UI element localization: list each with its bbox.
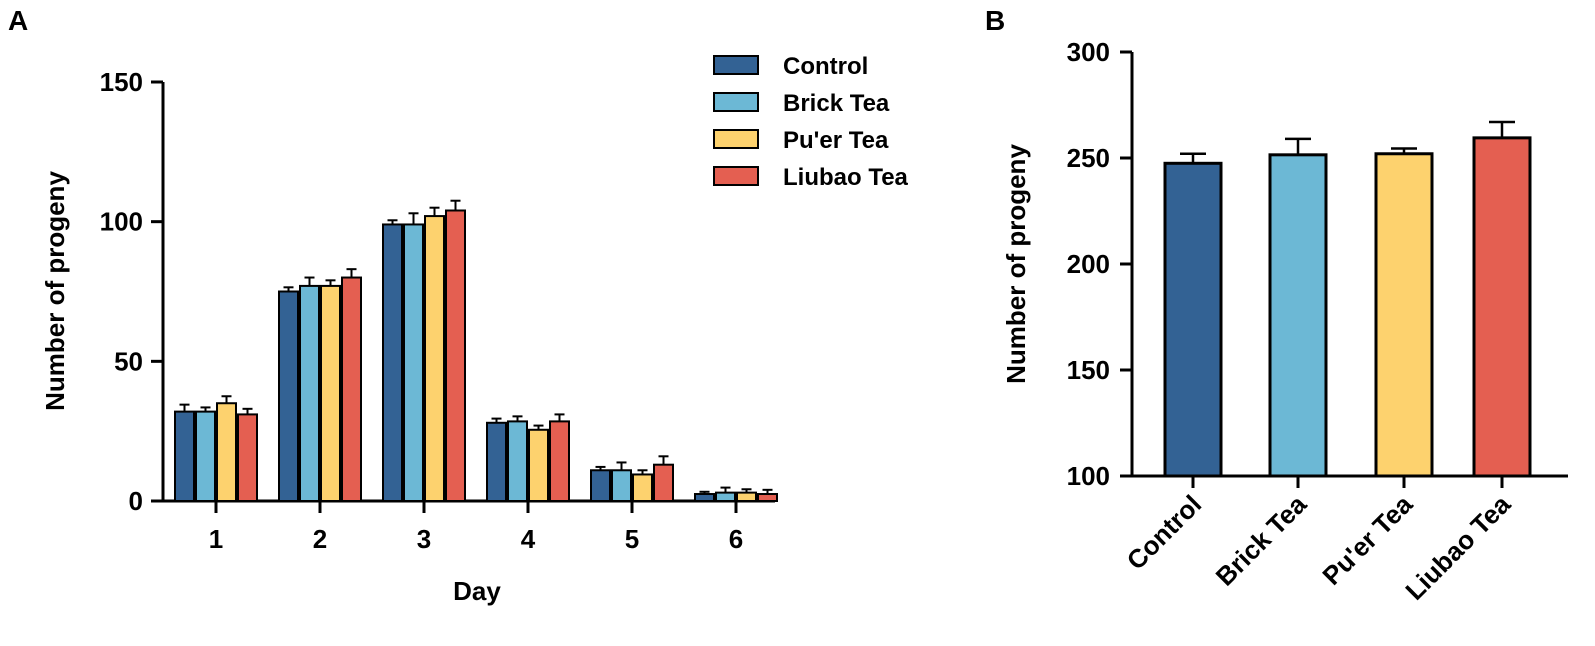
bar xyxy=(299,284,320,502)
panel-label-b: B xyxy=(985,5,1005,36)
x-tick-label: 5 xyxy=(625,524,639,554)
bar xyxy=(1472,136,1532,478)
y-axis-title: Number of progeny xyxy=(1001,144,1031,384)
bar xyxy=(590,469,611,503)
y-tick-label: 150 xyxy=(100,67,143,97)
bar xyxy=(237,413,258,503)
bar xyxy=(445,209,466,502)
legend-swatch xyxy=(713,166,759,186)
bar xyxy=(757,493,778,502)
bar xyxy=(653,463,674,503)
bar xyxy=(278,290,299,502)
bar xyxy=(632,473,653,503)
y-axis-title: Number of progeny xyxy=(40,171,70,411)
bar xyxy=(320,284,341,502)
legend-swatch xyxy=(713,92,759,112)
bar xyxy=(715,491,736,502)
legend-swatch xyxy=(713,129,759,149)
legend-label: Liubao Tea xyxy=(783,164,909,191)
x-axis-title: Day xyxy=(453,576,501,606)
bar xyxy=(216,402,237,503)
y-tick-label: 250 xyxy=(1067,143,1110,173)
bar xyxy=(694,493,715,502)
bar xyxy=(1163,161,1223,478)
bar xyxy=(1374,152,1434,478)
y-tick-label: 150 xyxy=(1067,355,1110,385)
bar xyxy=(195,410,216,503)
legend-swatch xyxy=(713,55,759,75)
bar xyxy=(382,223,403,503)
y-tick-label: 100 xyxy=(100,207,143,237)
x-tick-label: 6 xyxy=(729,524,743,554)
chart-a: 0 50 100 150 1 2 3 4 5 6 Day Number of progeny Contr… xyxy=(40,53,909,606)
bar xyxy=(507,420,528,503)
y-tick-label: 300 xyxy=(1067,37,1110,67)
x-tick-label: 2 xyxy=(313,524,327,554)
bar xyxy=(486,421,507,502)
y-tick-label: 0 xyxy=(129,486,143,516)
legend-label: Brick Tea xyxy=(783,90,890,117)
panel-label-a: A xyxy=(8,5,28,36)
bar xyxy=(174,410,195,503)
x-tick-label: Pu'er Tea xyxy=(1316,489,1418,591)
bar xyxy=(611,469,632,503)
bar xyxy=(736,491,757,502)
chart-b: 100 150 200 250 300 Control Brick Tea Pu'er Tea… xyxy=(1001,37,1568,606)
x-tick-label: Control xyxy=(1121,489,1208,576)
bar xyxy=(341,276,362,502)
y-tick-label: 50 xyxy=(114,346,143,376)
bar xyxy=(424,215,445,503)
bar xyxy=(1268,153,1328,478)
bar xyxy=(528,428,549,502)
legend-label: Control xyxy=(783,53,868,80)
bar xyxy=(549,420,570,503)
x-tick-label: Brick Tea xyxy=(1210,489,1313,592)
x-tick-label: 1 xyxy=(209,524,223,554)
x-tick-label: 3 xyxy=(417,524,431,554)
bar xyxy=(403,223,424,503)
x-tick-label: 4 xyxy=(521,524,536,554)
x-tick-label: Liubao Tea xyxy=(1399,489,1516,606)
y-tick-label: 100 xyxy=(1067,461,1110,491)
y-tick-label: 200 xyxy=(1067,249,1110,279)
legend-label: Pu'er Tea xyxy=(783,127,889,154)
